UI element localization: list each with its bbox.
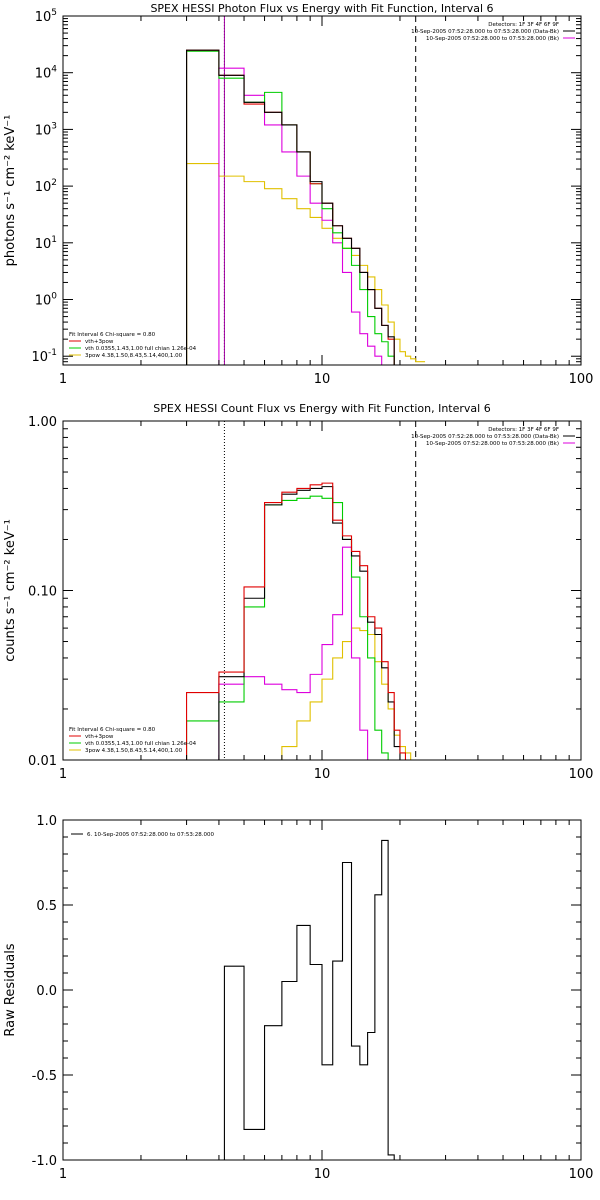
data-series-4 (218, 67, 389, 365)
data-series-1 (218, 486, 422, 760)
y-axis-label: Raw Residuals (3, 943, 18, 1036)
x-tick-label: 1 (59, 1167, 67, 1182)
y-tick-label: 101 (35, 235, 57, 252)
y-axis-label: photons s⁻¹ cm⁻² keV⁻¹ (3, 115, 18, 267)
y-tick-label: 103 (35, 121, 57, 138)
info-line: Detectors: 1F 3F 4F 6F 9F (488, 22, 559, 28)
info-line: 10-Sep-2005 07:52:28.000 to 07:53:28.000… (411, 29, 559, 35)
data-series-4 (218, 546, 383, 760)
x-tick-label: 100 (569, 767, 594, 782)
data-series-5 (186, 162, 426, 365)
legend-label: vth+3pow (85, 339, 114, 345)
plot-frame (62, 420, 582, 761)
y-tick-label: 0.0 (36, 984, 57, 999)
plot-area (186, 421, 422, 760)
chart-1: SPEX HESSI Photon Flux vs Energy with Fi… (3, 2, 593, 387)
legend-label: 6. 10-Sep-2005 07:52:28.000 to 07:53:28.… (87, 832, 214, 838)
info-line: 10-Sep-2005 07:52:28.000 to 07:53:28.000… (426, 441, 559, 447)
y-tick-label: 1.0 (36, 814, 57, 829)
info-line: 10-Sep-2005 07:52:28.000 to 07:53:28.000… (411, 434, 559, 440)
data-series-2 (186, 482, 422, 760)
y-tick-label: 10-1 (31, 348, 57, 365)
plot-area (223, 839, 395, 1160)
x-tick-label: 1 (59, 372, 67, 387)
legend-label: 3pow 4.38,1.50,8.43,5.14,400,1.00 (85, 353, 183, 359)
y-tick-label: -0.5 (32, 1069, 57, 1084)
legend-title: Fit Interval 6 Chi-square = 0.80 (69, 727, 156, 733)
data-series-5 (281, 627, 417, 760)
x-tick-label: 100 (569, 372, 594, 387)
plot-area (186, 16, 426, 365)
legend-label: 3pow 4.38,1.50,8.43,5.14,400,1.00 (85, 748, 183, 754)
x-tick-label: 10 (314, 767, 331, 782)
y-tick-label: 105 (35, 8, 57, 25)
chart-3: Raw Residuals 1 10 100 -1.0 -0.5 0.0 0.5 1.0 6. 1… (3, 814, 593, 1182)
legend-label: vth 0.0355,1.43,1.00 full chian 1.26e-04 (85, 741, 197, 747)
y-tick-label: 100 (35, 292, 58, 309)
data-series-2 (186, 49, 395, 365)
y-tick-label: 0.01 (28, 754, 57, 769)
y-tick-label: 1.00 (28, 415, 57, 430)
x-tick-label: 10 (314, 1167, 331, 1182)
data-series-1 (186, 49, 395, 365)
x-tick-label: 1 (59, 767, 67, 782)
chart-title: SPEX HESSI Count Flux vs Energy with Fit… (153, 402, 490, 415)
y-tick-label: 0.10 (28, 585, 57, 600)
info-line: 10-Sep-2005 07:52:28.000 to 07:53:28.000… (426, 36, 559, 42)
legend-label: vth+3pow (85, 734, 114, 740)
y-tick-label: 0.5 (36, 899, 57, 914)
chart-title: SPEX HESSI Photon Flux vs Energy with Fi… (150, 2, 493, 15)
data-series-1 (223, 839, 395, 1160)
x-tick-label: 100 (569, 1167, 594, 1182)
info-line: Detectors: 1F 3F 4F 6F 9F (488, 427, 559, 433)
y-tick-label: -1.0 (32, 1154, 57, 1169)
x-tick-label: 10 (314, 372, 331, 387)
legend-title: Fit Interval 6 Chi-square = 0.80 (69, 332, 156, 338)
y-axis-label: counts s⁻¹ cm⁻² keV⁻¹ (3, 519, 18, 662)
y-tick-label: 102 (35, 178, 57, 195)
chart-2: SPEX HESSI Count Flux vs Energy with Fit… (3, 402, 593, 782)
data-series-3 (186, 50, 395, 365)
legend-label: vth 0.0355,1.43,1.00 full chian 1.26e-04 (85, 346, 197, 352)
y-tick-label: 104 (35, 65, 58, 82)
